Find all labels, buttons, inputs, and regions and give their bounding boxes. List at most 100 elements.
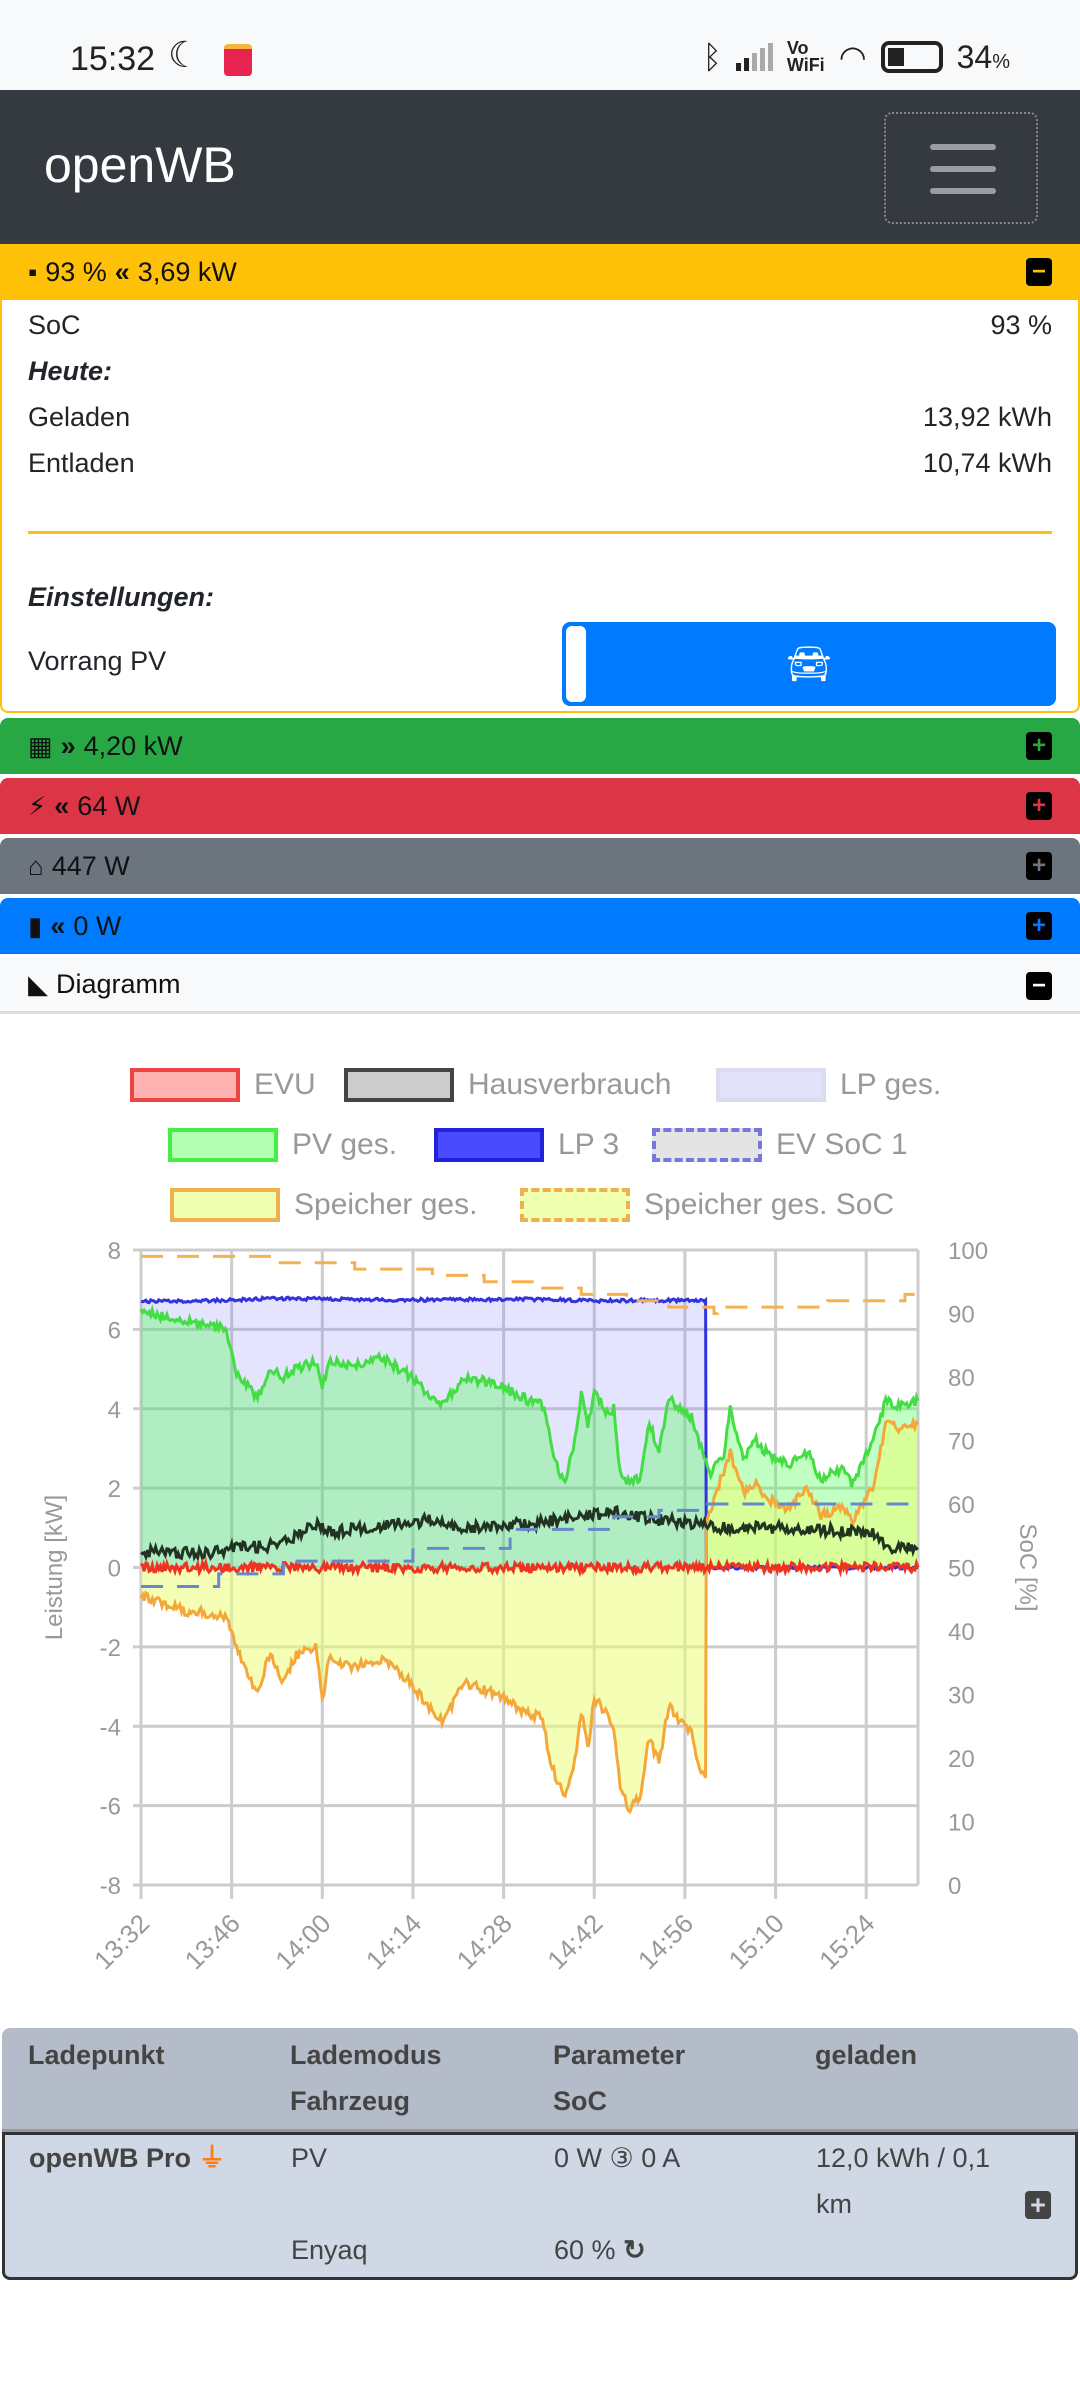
area-chart-icon: ◣ [28,969,48,999]
vowifi-icon: Vo WiFi [786,38,825,75]
vowifi-top: Vo [786,38,809,58]
battery-soc: 93 % [45,256,107,287]
shopping-app-icon [224,44,252,76]
y2-tick-label: 10 [948,1810,975,1837]
legend-item[interactable]: LP ges. [716,1068,941,1102]
col-header: Parameter [553,2040,686,2070]
power-tower-icon: ⚡︎ [28,790,47,821]
legend-label: PV ges. [292,1128,398,1161]
vehicle-soc-value: 60 % [554,2235,616,2265]
brand-title[interactable]: openWB [44,137,236,193]
charged-value: 13,92 kWh [922,402,1052,432]
speicher-area [141,1421,918,1812]
slider-knob[interactable] [564,624,588,704]
grid-bar[interactable]: ⚡︎ « 64 W + [0,778,1080,834]
charged-amount: 12,0 kWh / 0,1 [816,2143,991,2173]
y2-tick-label: 40 [948,1619,975,1646]
battery-card: SoC 93 % Heute: Geladen 13,92 kWh Entladen… [0,298,1080,713]
vowifi-bottom: WiFi [786,55,825,75]
x-tick-label: 14:28 [451,1908,518,1975]
legend-item[interactable]: Speicher ges. SoC [520,1188,894,1222]
legend-item[interactable]: Hausverbrauch [344,1068,671,1102]
x-tick-label: 15:24 [813,1908,880,1975]
speicher-line [139,1415,920,1815]
speicher-soc-line [141,1254,918,1315]
x-tick-label: 14:14 [360,1908,427,1975]
legend-label: EV SoC 1 [776,1128,908,1161]
bluetooth-icon: ᛒ [702,38,722,75]
legend-label: Hausverbrauch [468,1068,672,1101]
ev-soc-line [141,1502,918,1588]
legend-label: LP ges. [840,1068,942,1101]
priority-slider-toggle[interactable]: 🚘︎ [562,622,1056,706]
charging-station-icon: ▮ [28,910,43,941]
legend-item[interactable]: EVU [130,1068,316,1102]
battery-icon [880,41,943,73]
divider [28,531,1052,534]
grid-power: 64 W [77,790,141,821]
charge-mode[interactable]: PV [291,2143,328,2173]
expand-plus-icon[interactable]: + [1025,2191,1051,2219]
collapse-minus-icon[interactable]: − [1026,972,1052,1000]
pv-line [139,1303,920,1489]
solar-panel-icon: ▦ [28,730,53,761]
discharged-value: 10,74 kWh [922,448,1052,478]
y2-tick-label: 90 [948,1302,975,1329]
y2-tick-label: 100 [948,1238,988,1265]
battery-power: 3,69 kW [137,256,237,287]
collapse-minus-icon[interactable]: − [1026,258,1052,286]
y2-tick-label: 50 [948,1556,975,1583]
legend-item[interactable]: EV SoC 1 [652,1128,908,1162]
col-header: Fahrzeug [290,2086,411,2116]
legend-swatch [434,1128,544,1162]
menu-toggle-button[interactable] [884,112,1038,224]
expand-plus-icon[interactable]: + [1026,912,1052,940]
legend-item[interactable]: LP 3 [434,1128,619,1162]
expand-plus-icon[interactable]: + [1026,852,1052,880]
legend-item[interactable]: PV ges. [168,1128,397,1162]
battery-percent: 34% [957,39,1010,76]
pv-bar[interactable]: ▦ » 4,20 kW + [0,718,1080,774]
chargepoints-bar[interactable]: ▮ « 0 W + [0,898,1080,954]
vehicle-name[interactable]: Enyaq [291,2235,368,2265]
legend-swatch [168,1128,278,1162]
y-tick-label: 4 [108,1397,121,1424]
refresh-icon[interactable]: ↻ [623,2235,646,2265]
discharged-label: Entladen [28,448,135,478]
power-chart: 86420-2-4-6-8100908070605040302010013:32… [41,1238,1041,1975]
legend-swatch [170,1188,280,1222]
legend-swatch [130,1068,240,1102]
expand-plus-icon[interactable]: + [1026,732,1052,760]
charged-label: Geladen [28,402,131,432]
soc-label: SoC [28,310,81,340]
battery-value: 34 [956,38,993,75]
legend-swatch [344,1068,454,1102]
table-row[interactable]: openWB Pro ⏚ PV Enyaq 0 W ③ 0 A 60 % ↻ 1… [2,2132,1078,2280]
legend-swatch [652,1128,762,1162]
signal-icon [735,43,773,71]
battery-unit: % [992,50,1010,73]
legend-swatch [520,1188,630,1222]
chevrons-left-icon: « [54,790,70,821]
settings-heading: Einstellungen: [28,582,215,612]
vehicle-soc: 60 % ↻ [554,2227,646,2273]
y2-tick-label: 70 [948,1429,975,1456]
chargepoints-power: 0 W [73,910,122,941]
expand-plus-icon[interactable]: + [1026,792,1052,820]
legend-label: Speicher ges. [294,1188,478,1221]
legend-label: Speicher ges. SoC [644,1188,895,1221]
diagram-bar[interactable]: ◣ Diagramm − [0,958,1080,1014]
y2-tick-label: 30 [948,1683,975,1710]
chargepoint-table: Ladepunkt Lademodus Fahrzeug Parameter S… [2,2028,1078,2280]
today-heading: Heute: [28,356,113,386]
battery-bar[interactable]: ▪ 93 % « 3,69 kW − [0,244,1080,300]
wifi-icon: ◠ [838,39,867,75]
x-tick-label: 14:42 [541,1908,608,1975]
legend-item[interactable]: Speicher ges. [170,1188,477,1222]
y2-tick-label: 80 [948,1365,975,1392]
x-tick-label: 13:46 [179,1908,246,1975]
y-tick-label: -2 [100,1635,121,1662]
col-header: Lademodus [290,2040,442,2070]
y-tick-label: -4 [100,1714,121,1741]
house-bar[interactable]: ⌂ 447 W + [0,838,1080,894]
